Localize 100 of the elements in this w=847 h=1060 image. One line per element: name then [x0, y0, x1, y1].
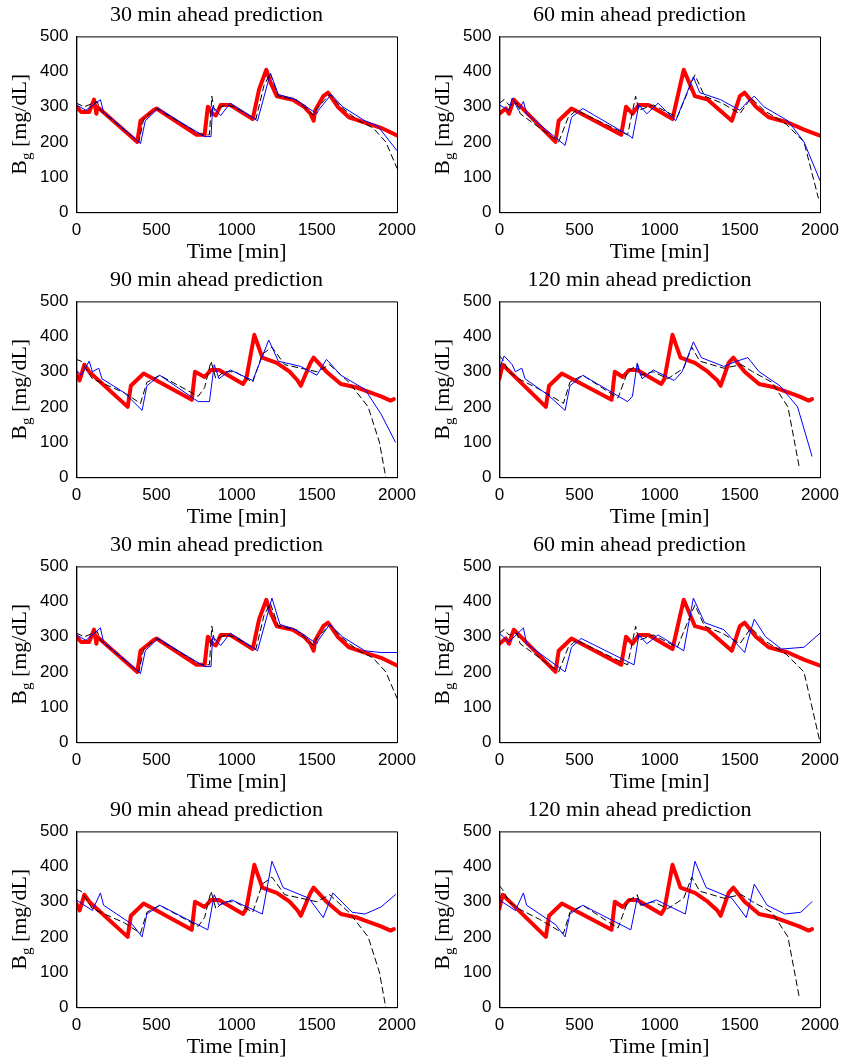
x-tick-label: 1000 [640, 485, 679, 505]
y-tick-label: 0 [481, 731, 492, 751]
x-tick-label: 500 [142, 750, 171, 770]
y-tick-label: 100 [39, 961, 69, 981]
x-tick-label: 1500 [720, 485, 759, 505]
y-axis-title: Bg [mg/dL] [428, 338, 457, 440]
x-axis-title: Time [min] [609, 502, 710, 528]
y-tick-label: 200 [39, 661, 69, 681]
y-tick-label: 200 [39, 396, 69, 416]
y-tick-label: 300 [462, 96, 492, 116]
x-axis-title: Time [min] [609, 1032, 710, 1058]
y-tick-label: 500 [462, 821, 492, 841]
y-tick-label: 200 [39, 926, 69, 946]
chart-title: 30 min ahead prediction [109, 530, 324, 556]
y-tick-label: 300 [462, 626, 492, 646]
x-tick-label: 1000 [217, 220, 256, 240]
y-axis-title: Bg [mg/dL] [428, 73, 457, 175]
y-axis-title: Bg [mg/dL] [5, 868, 34, 970]
y-tick-label: 300 [462, 891, 492, 911]
chart-title: 120 min ahead prediction [527, 795, 752, 821]
chart-title: 60 min ahead prediction [532, 530, 747, 556]
x-tick-label: 2000 [378, 220, 416, 240]
y-tick-label: 100 [39, 166, 69, 186]
y-axis-title: Bg [mg/dL] [428, 603, 457, 705]
x-tick-label: 2000 [378, 1015, 416, 1035]
x-tick-label: 1000 [640, 750, 679, 770]
x-tick-label: 0 [494, 750, 505, 770]
x-tick-label: 2000 [801, 750, 839, 770]
y-axis-title: Bg [mg/dL] [5, 73, 34, 175]
y-tick-label: 200 [39, 131, 69, 151]
chart-title: 120 min ahead prediction [527, 265, 752, 291]
x-tick-label: 1500 [297, 485, 336, 505]
y-tick-label: 0 [58, 201, 69, 221]
y-tick-label: 500 [462, 26, 492, 46]
y-tick-label: 400 [462, 856, 492, 876]
x-axis-title: Time [min] [186, 1032, 287, 1058]
x-tick-label: 500 [142, 220, 171, 240]
x-tick-label: 500 [565, 1015, 594, 1035]
x-tick-label: 0 [494, 485, 505, 505]
y-tick-label: 400 [462, 61, 492, 81]
x-tick-label: 1500 [297, 220, 336, 240]
y-tick-label: 400 [462, 326, 492, 346]
x-tick-label: 2000 [801, 220, 839, 240]
x-tick-label: 2000 [378, 750, 416, 770]
x-tick-label: 0 [494, 220, 505, 240]
chart-title: 90 min ahead prediction [109, 795, 324, 821]
x-tick-label: 1000 [217, 485, 256, 505]
chart-title: 60 min ahead prediction [532, 0, 747, 26]
y-axis-title: Bg [mg/dL] [5, 603, 34, 705]
y-tick-label: 500 [39, 291, 69, 311]
chart-title: 30 min ahead prediction [109, 0, 324, 26]
x-axis-title: Time [min] [186, 767, 287, 793]
y-tick-label: 100 [462, 961, 492, 981]
y-tick-label: 300 [39, 626, 69, 646]
x-axis-title: Time [min] [186, 237, 287, 263]
x-tick-label: 1500 [297, 1015, 336, 1035]
y-tick-label: 400 [39, 591, 69, 611]
x-tick-label: 0 [71, 750, 82, 770]
y-tick-label: 200 [462, 926, 492, 946]
x-tick-label: 500 [565, 220, 594, 240]
x-tick-label: 2000 [801, 1015, 839, 1035]
y-tick-label: 0 [58, 996, 69, 1016]
x-tick-label: 1000 [217, 750, 256, 770]
x-axis-title: Time [min] [609, 767, 710, 793]
x-tick-label: 500 [565, 485, 594, 505]
x-tick-label: 0 [71, 220, 82, 240]
y-tick-label: 0 [58, 466, 69, 486]
y-tick-label: 500 [462, 556, 492, 576]
x-tick-label: 0 [71, 1015, 82, 1035]
y-tick-label: 100 [39, 696, 69, 716]
y-tick-label: 0 [481, 466, 492, 486]
x-tick-label: 500 [565, 750, 594, 770]
y-tick-label: 400 [39, 61, 69, 81]
x-tick-label: 500 [142, 485, 171, 505]
y-axis-title: Bg [mg/dL] [428, 868, 457, 970]
y-tick-label: 100 [462, 431, 492, 451]
x-tick-label: 1500 [720, 220, 759, 240]
y-axis-title: Bg [mg/dL] [5, 338, 34, 440]
y-tick-label: 500 [39, 821, 69, 841]
x-tick-label: 0 [494, 1015, 505, 1035]
x-tick-label: 500 [142, 1015, 171, 1035]
x-tick-label: 1500 [720, 750, 759, 770]
y-tick-label: 400 [462, 591, 492, 611]
x-tick-label: 2000 [378, 485, 416, 505]
x-tick-label: 0 [71, 485, 82, 505]
y-tick-label: 300 [39, 891, 69, 911]
y-tick-label: 300 [462, 361, 492, 381]
y-tick-label: 0 [481, 996, 492, 1016]
y-tick-label: 500 [39, 26, 69, 46]
chart-title: 90 min ahead prediction [109, 265, 324, 291]
x-axis-title: Time [min] [186, 502, 287, 528]
y-tick-label: 100 [39, 431, 69, 451]
y-tick-label: 300 [39, 361, 69, 381]
y-tick-label: 200 [462, 661, 492, 681]
x-tick-label: 2000 [801, 485, 839, 505]
x-tick-label: 1500 [297, 750, 336, 770]
y-tick-label: 200 [462, 396, 492, 416]
y-tick-label: 500 [462, 291, 492, 311]
y-tick-label: 500 [39, 556, 69, 576]
y-tick-label: 100 [462, 166, 492, 186]
